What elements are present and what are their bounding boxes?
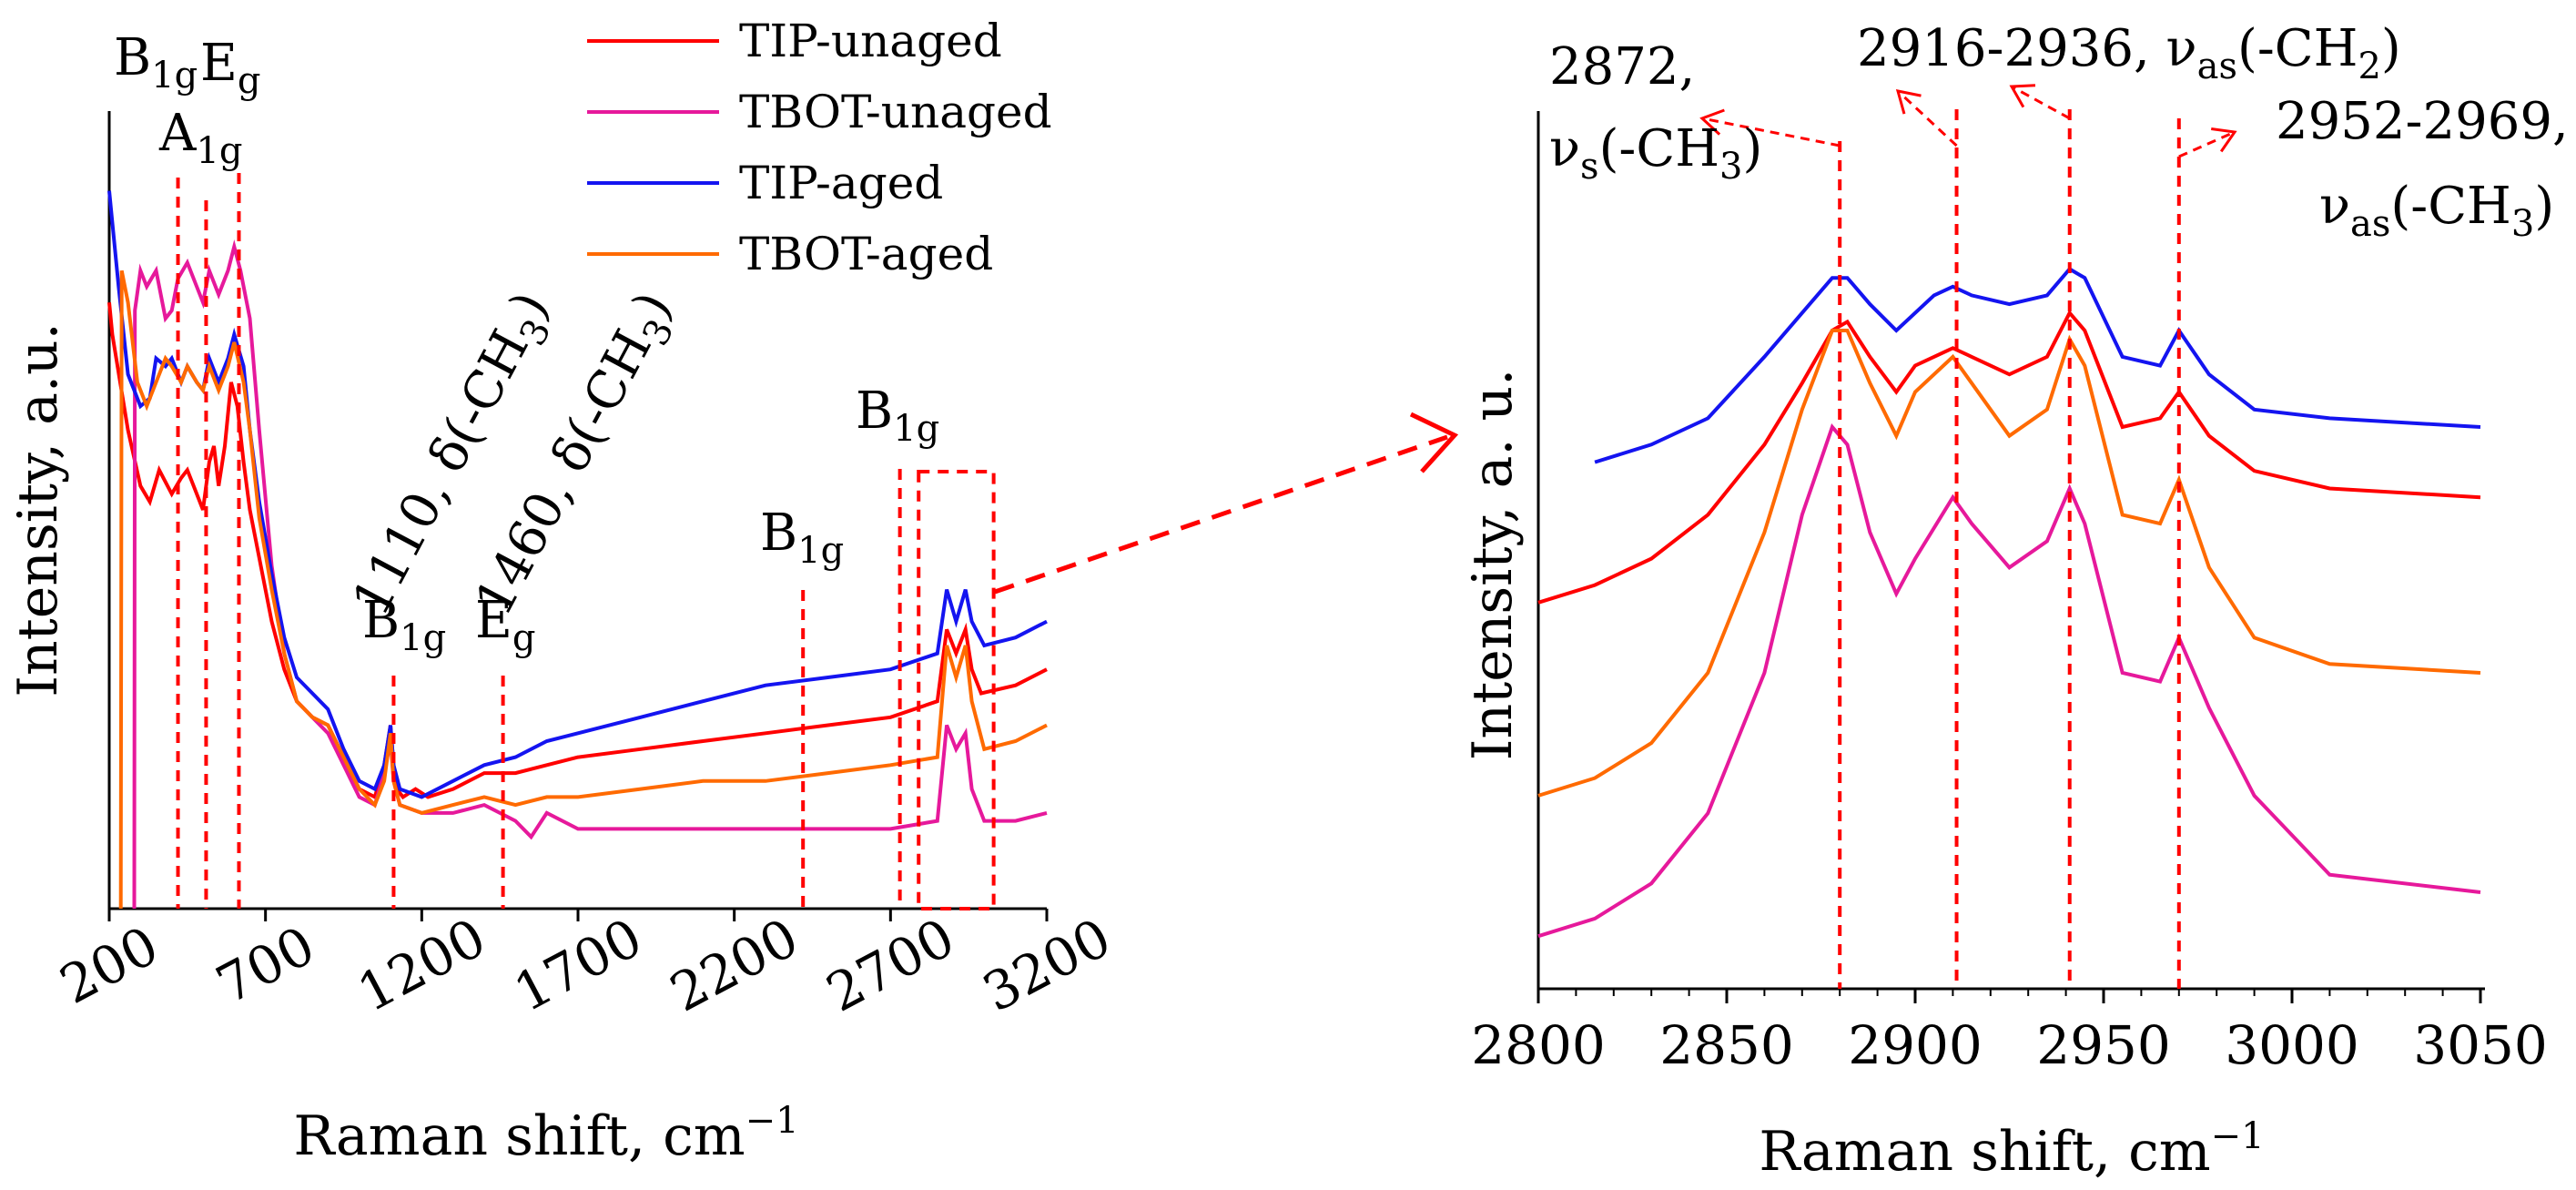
left-x-tick-label-2200: 2200	[661, 906, 808, 1023]
right-x-axis-title: Raman shift, cm−1	[1759, 1115, 2264, 1184]
legend-label-tbot-aged: TBOT-aged	[739, 228, 993, 280]
right-x-ticks: 2800 2850 2900 2950 3000 3050	[1471, 989, 2548, 1076]
left-x-tick-label-3200: 3200	[973, 906, 1121, 1023]
right-x-tick-label-2900: 2900	[1848, 1014, 1983, 1076]
left-y-axis-title: Intensity, a.u.	[6, 322, 70, 697]
right-y-axis-title: Intensity, a. u.	[1461, 369, 1525, 760]
right-annotations: 2872, νs(-CH3) 2916-2936, νas(-CH2)2952-29…	[1549, 19, 2569, 989]
left-peak-label-eg-low: Eg	[200, 34, 261, 102]
legend-label-tip-unaged: TIP-unaged	[739, 15, 1002, 67]
left-x-ticks: 200 700 1200 1700 2200 2700 3200	[50, 906, 1121, 1023]
right-x-tick-label-2850: 2850	[1659, 1014, 1794, 1076]
left-series-tbot-aged	[118, 270, 1048, 910]
right-series-tbot-unaged	[1537, 423, 2481, 939]
left-peak-label-eg-1460: Eg	[475, 591, 536, 659]
zoom-arrow-line	[994, 434, 1448, 595]
arrow-2952-head	[2211, 127, 2237, 153]
left-x-tick-label-2700: 2700	[816, 906, 964, 1023]
right-label-2916: 2916-2936, νas(-CH2)	[1857, 19, 2401, 87]
left-peak-label-b1g-2420: B1g	[760, 503, 844, 572]
right-series-tbot-aged	[1537, 329, 2481, 798]
arrow-2872-head	[1699, 108, 1725, 136]
arrow-2936-line	[2011, 85, 2071, 120]
left-x-tick-label-1700: 1700	[504, 906, 652, 1023]
left-x-tick-label-200: 200	[50, 914, 168, 1016]
right-label-2952-line1: 2952-2969,	[2276, 92, 2569, 151]
left-peak-label-b1g-1110: B1g	[362, 591, 446, 659]
left-peak-label-b1g-low: B1g	[114, 28, 198, 97]
arrow-2916-head	[1895, 89, 1922, 115]
left-x-axis-title: Raman shift, cm−1	[293, 1100, 798, 1168]
arrow-2936-head	[2009, 84, 2036, 108]
right-label-2952-line2: νas(-CH3)	[2319, 177, 2554, 245]
right-chart-axes	[1536, 111, 2485, 991]
left-series-tbot-unaged	[132, 239, 1048, 910]
left-x-tick-label-1200: 1200	[348, 906, 495, 1023]
right-x-tick-label-2800: 2800	[1471, 1014, 1606, 1076]
zoom-box	[917, 470, 996, 910]
zoom-arrow-head	[1409, 412, 1459, 473]
legend-label-tbot-unaged: TBOT-unaged	[739, 86, 1052, 138]
legend-label-tip-aged: TIP-aged	[739, 157, 943, 209]
left-series-group	[107, 190, 1048, 910]
right-series-tip-unaged	[1537, 310, 2481, 605]
right-x-tick-label-3000: 3000	[2225, 1014, 2359, 1076]
arrow-2872-line	[1701, 117, 1841, 147]
legend: TIP-unaged TBOT-unaged TIP-aged TBOT-aged	[587, 15, 1052, 280]
left-peak-label-a1g: A1g	[158, 104, 243, 172]
arrow-2916-line	[1896, 89, 1958, 147]
right-label-2872-line2: νs(-CH3)	[1549, 119, 1762, 188]
right-series-group	[1537, 266, 2481, 939]
left-x-tick-label-700: 700	[207, 914, 325, 1016]
right-x-tick-label-2950: 2950	[2036, 1014, 2171, 1076]
left-peak-label-b1g-2730: B1g	[856, 381, 939, 450]
left-series-tip-unaged	[107, 302, 1048, 800]
right-series-tip-aged	[1594, 266, 2481, 464]
right-label-2872-line1: 2872,	[1549, 37, 1695, 97]
right-x-tick-label-3050: 3050	[2413, 1014, 2548, 1076]
arrow-2952-line	[2178, 130, 2236, 158]
